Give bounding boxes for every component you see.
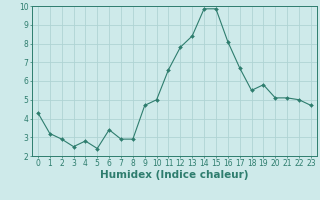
X-axis label: Humidex (Indice chaleur): Humidex (Indice chaleur): [100, 170, 249, 180]
